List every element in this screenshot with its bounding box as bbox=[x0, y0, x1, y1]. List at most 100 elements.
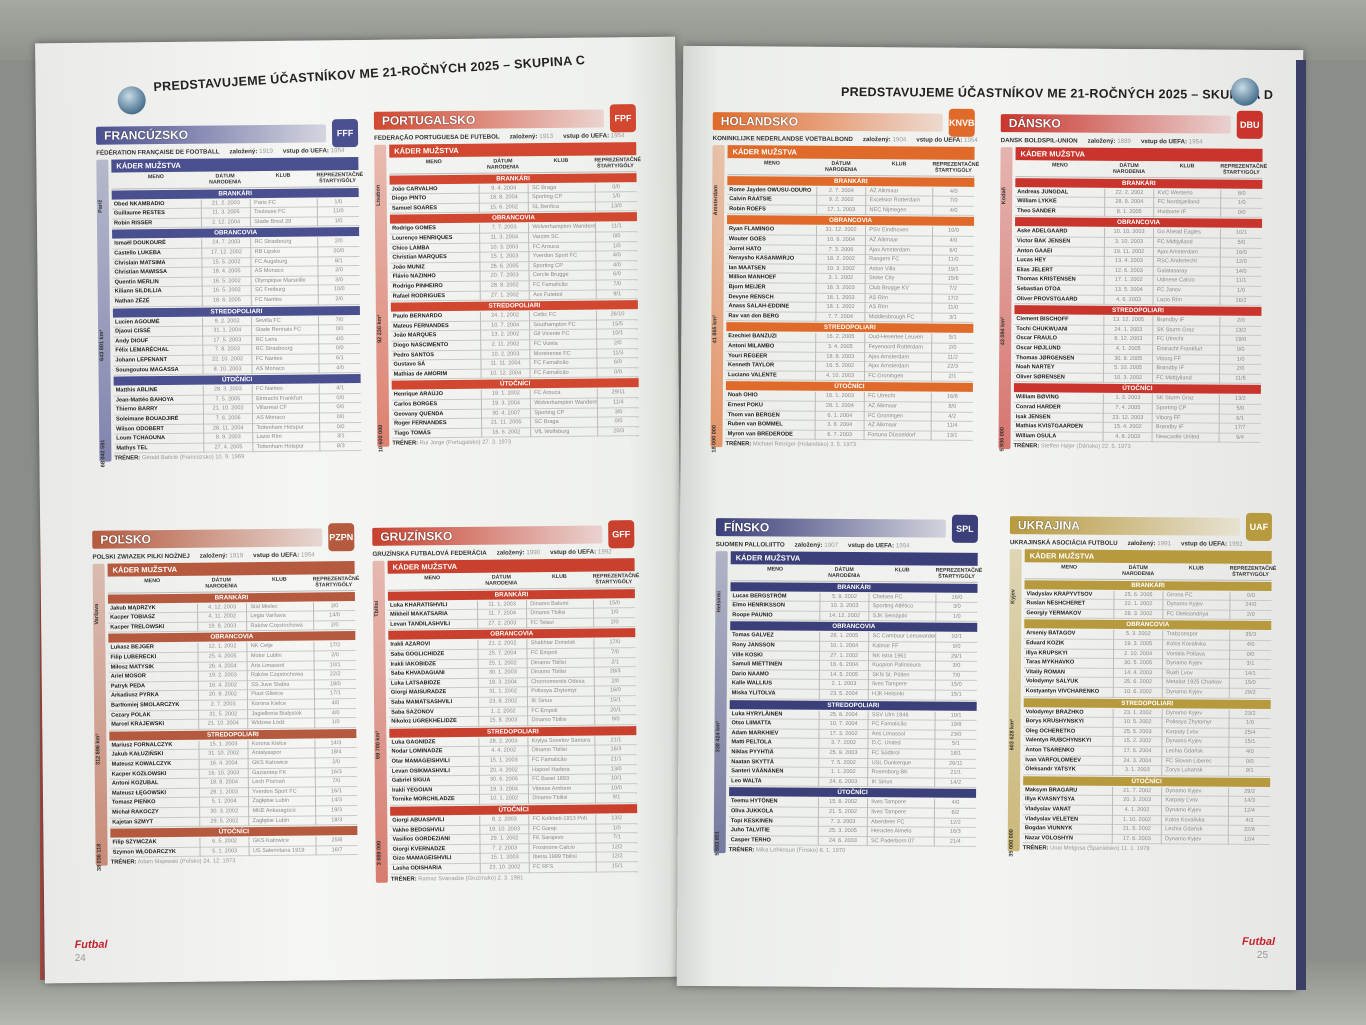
birth-date: 15. 1. 2003 bbox=[478, 756, 528, 767]
player-row: Oleksandr YATSYK 3. 1. 2003 Zorya Luhansk 9… bbox=[1023, 765, 1271, 777]
caps-goals: 13/2 bbox=[1219, 326, 1262, 337]
birth-date: 26. 4. 2004 bbox=[197, 661, 247, 672]
squad-table: KÁDER MUŽSTVA MENO DÁTUM NARODENIA KLUB REPR… bbox=[111, 156, 363, 462]
player-name: Valentyn RUBCHYNSKYI bbox=[1025, 737, 1092, 745]
player-name: Ivan VARFOLOMEEV bbox=[1025, 756, 1081, 764]
club: Ilves Tampere bbox=[867, 808, 934, 819]
caps-goals: 3/0 bbox=[317, 275, 360, 286]
caps-goals: 2/0 bbox=[1218, 364, 1262, 375]
caps-goals: 13/1 bbox=[930, 431, 973, 442]
federation-name: FEDERAÇÃO PORTUGUESA DE FUTEBOL bbox=[374, 133, 500, 142]
column-header: DÁTUM NARODENIA bbox=[209, 173, 242, 186]
caps-goals: 0/0 bbox=[318, 344, 361, 355]
caps-goals: 25/8 bbox=[315, 836, 358, 847]
club: Ajax Amsterdam bbox=[1153, 247, 1220, 258]
birth-date: 29. 1. 2002 bbox=[479, 834, 529, 845]
area-label: 92 230 km² bbox=[376, 314, 384, 343]
player-name: Soungoutou MAGASSA bbox=[115, 366, 179, 374]
caps-goals: 11/0 bbox=[931, 303, 974, 314]
capital-label: Amsterdam bbox=[713, 185, 720, 216]
birth-date: 16. 6. 2002 bbox=[481, 427, 531, 439]
coach-line: TRÉNER: Rui Jorge (Portugalsko) 27. 3. 1… bbox=[392, 439, 512, 448]
club: Lechia Gdańsk bbox=[1161, 825, 1228, 836]
team-name: PORTUGALSKO bbox=[373, 109, 605, 130]
birth-date: 13. 4. 2003 bbox=[1103, 257, 1154, 267]
player-name: Niklas PYYHTIÄ bbox=[731, 749, 774, 756]
club: FC Groningen bbox=[863, 411, 931, 422]
column-header: KLUB bbox=[894, 567, 910, 574]
caps-goals: 21/1 bbox=[594, 735, 637, 746]
club: Viborg FF bbox=[1152, 354, 1220, 365]
caps-goals: 11/5 bbox=[1218, 374, 1261, 385]
birth-date: 2. 1. 2003 bbox=[818, 680, 869, 691]
caps-goals: 28/3 bbox=[593, 667, 636, 678]
caps-goals: 11/1 bbox=[594, 222, 638, 233]
squad-table: KÁDER MUŽSTVA MENO DÁTUM NARODENIA KLUB REPR… bbox=[729, 551, 982, 855]
brand-logo: Futbal bbox=[1242, 935, 1276, 949]
coach-line: TRÉNER: Unai Melgosa (Španielsko) 11. 1.… bbox=[1022, 845, 1150, 853]
birth-date: 4. 6. 2003 bbox=[1103, 295, 1153, 306]
caps-goals: 2/0 bbox=[1229, 610, 1272, 621]
birth-date: 16. 1. 2003 bbox=[814, 392, 865, 403]
federation-name: DANSK BOLDSPIL-UNION bbox=[1000, 137, 1078, 145]
caps-goals: 15/1 bbox=[1228, 738, 1271, 748]
birth-date: 15. 8. 2003 bbox=[478, 716, 528, 727]
birth-date: 20. 7. 2003 bbox=[479, 271, 529, 282]
player-name: Naatan SKYTTÄ bbox=[731, 758, 774, 766]
founded-info: založený: 1907 bbox=[794, 541, 839, 549]
caps-goals: 16/8 bbox=[930, 392, 973, 403]
player-name: Neraysho KASANWIRJO bbox=[728, 255, 795, 262]
caps-goals: 9/0 bbox=[594, 715, 637, 726]
player-name: Anass SALAH-EDDINE bbox=[728, 303, 790, 310]
birth-date: 16. 5. 2002 bbox=[201, 276, 251, 288]
founded-info: založený: 1913 bbox=[509, 132, 554, 141]
player-name: William LYKKE bbox=[1017, 198, 1057, 205]
column-header: REPREZENTAČNÉ ŠTARTY/GÓLY bbox=[932, 161, 980, 175]
club: Dynamo Kyjev bbox=[1161, 786, 1229, 798]
birth-date: 4. 4. 2002 bbox=[478, 746, 528, 757]
capital-label: Lisabon bbox=[375, 184, 382, 206]
birth-date: 28. 2. 2003 bbox=[478, 737, 528, 748]
club: Kuopion Palloseura bbox=[868, 661, 935, 672]
caps-goals: 4/0 bbox=[313, 699, 357, 710]
club: FC Midtjylland bbox=[1152, 373, 1219, 384]
magazine-right-edge bbox=[1296, 60, 1306, 990]
birth-date: 10. 1. 2004 bbox=[818, 641, 869, 652]
coach-name: Gérald Baticle (Francúzsko) 10. 9. 1969 bbox=[141, 454, 245, 462]
area-label: 43 094 km² bbox=[1000, 317, 1007, 346]
birth-date: 21. 10. 2002 bbox=[202, 404, 253, 415]
birth-date: 4. 10. 2003 bbox=[814, 371, 865, 382]
club: Feyenoord Rotterdam bbox=[864, 343, 932, 354]
birth-date: 27. 4. 2005 bbox=[203, 442, 253, 453]
birth-date: 8. 9. 2003 bbox=[203, 433, 253, 444]
team-header: UKRAJINA UAF bbox=[1009, 512, 1273, 541]
caps-goals: 32/8 bbox=[1227, 825, 1270, 836]
player-row: William OSULA 4. 8. 2003 Newcastle United 9… bbox=[1013, 431, 1261, 444]
birth-date: 13. 12. 2005 bbox=[1103, 316, 1153, 326]
capital-label: Tbilisi bbox=[373, 600, 381, 617]
player-name: Roope PAUNIO bbox=[732, 612, 773, 619]
squad-heading: KÁDER MUŽSTVA bbox=[727, 145, 975, 160]
position-heading: ÚTOČNÍCI bbox=[729, 787, 977, 799]
federation-info: UKRAJINSKÁ ASOCIÁCIA FUTBOLU založený: 19… bbox=[1010, 539, 1272, 548]
birth-date: 3. 4. 2005 bbox=[815, 342, 865, 353]
player-name: Anton GAAEI bbox=[1016, 247, 1053, 255]
caps-goals: 11/1 bbox=[1219, 277, 1262, 287]
caps-goals: 11/3 bbox=[596, 348, 639, 359]
player-name: Antoni MILAMBO bbox=[728, 343, 775, 350]
birth-date: 28. 9. 2004 bbox=[1104, 198, 1154, 209]
birth-date: 23. 12. 2003 bbox=[1102, 413, 1153, 424]
caps-goals: 14/2 bbox=[934, 778, 977, 789]
club: FC Janov bbox=[1152, 286, 1220, 297]
country-facts-sidebar: Tbilisi 69 700 km² 3 689 000 bbox=[372, 560, 388, 883]
birth-date: 25. 4. 2005 bbox=[197, 652, 247, 663]
caps-goals: 6/0 bbox=[596, 358, 639, 369]
team-crest-icon: KNVB bbox=[948, 108, 975, 137]
birth-date: 25. 9. 2003 bbox=[818, 748, 868, 759]
caps-goals: 6/2 bbox=[933, 808, 976, 819]
club: FC Groningen bbox=[864, 371, 931, 382]
column-header: MENO bbox=[1061, 564, 1078, 571]
caps-goals: 29/2 bbox=[1228, 787, 1271, 798]
population-label: 38 036 118 bbox=[96, 843, 103, 872]
caps-goals: 23/2 bbox=[1228, 709, 1271, 720]
